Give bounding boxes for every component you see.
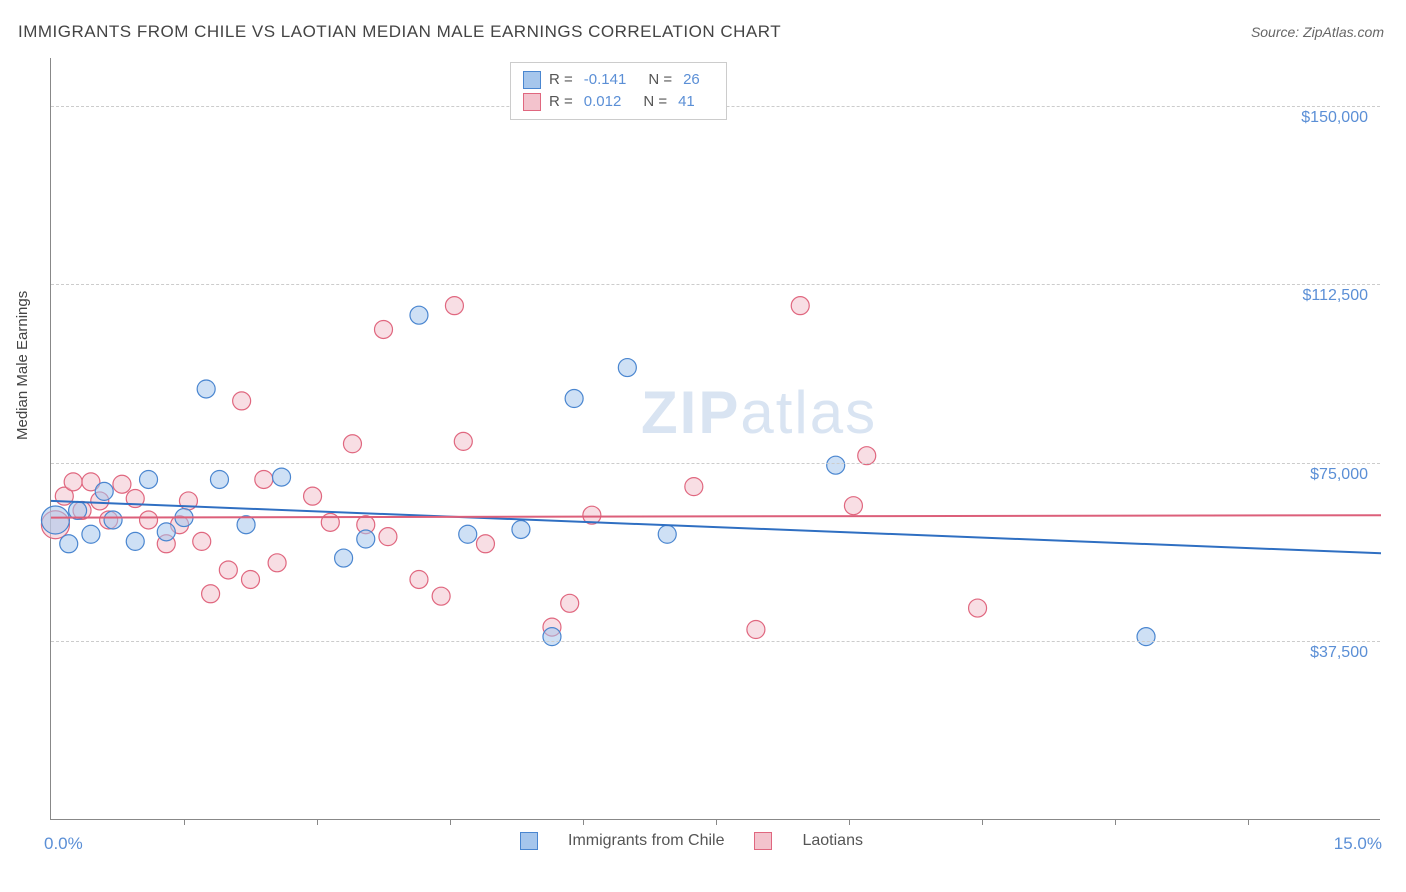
point-chile [140, 470, 158, 488]
point-chile [197, 380, 215, 398]
point-chile [237, 516, 255, 534]
point-laotians [219, 561, 237, 579]
x-axis-max-label: 15.0% [1334, 834, 1382, 854]
point-laotians [242, 570, 260, 588]
y-tick-label: $150,000 [1301, 109, 1368, 127]
x-tick [849, 819, 850, 825]
swatch-laotians-bottom [754, 832, 772, 850]
swatch-chile-bottom [520, 832, 538, 850]
point-laotians [432, 587, 450, 605]
r-value-chile: -0.141 [584, 69, 627, 91]
series-legend: Immigrants from Chile Laotians [520, 832, 863, 850]
chart-svg [51, 58, 1380, 819]
legend-row-laotians: R = 0.012 N = 41 [523, 91, 714, 113]
point-chile [60, 535, 78, 553]
point-chile [126, 532, 144, 550]
point-laotians [113, 475, 131, 493]
point-laotians [844, 497, 862, 515]
x-tick [317, 819, 318, 825]
y-axis-title: Median Male Earnings [14, 291, 31, 440]
point-laotians [268, 554, 286, 572]
point-chile [210, 470, 228, 488]
source-attribution: Source: ZipAtlas.com [1251, 24, 1384, 40]
point-laotians [233, 392, 251, 410]
point-laotians [454, 432, 472, 450]
series-label-chile: Immigrants from Chile [568, 832, 724, 850]
n-value-chile: 26 [683, 69, 700, 91]
point-chile [157, 523, 175, 541]
r-value-laotians: 0.012 [584, 91, 622, 113]
point-chile [543, 628, 561, 646]
point-chile [335, 549, 353, 567]
correlation-legend: R = -0.141 N = 26 R = 0.012 N = 41 [510, 62, 727, 120]
x-tick [1248, 819, 1249, 825]
x-tick [450, 819, 451, 825]
point-chile [95, 482, 113, 500]
x-tick [184, 819, 185, 825]
point-chile [512, 520, 530, 538]
point-laotians [791, 297, 809, 315]
point-laotians [445, 297, 463, 315]
gridline [51, 463, 1380, 464]
point-laotians [255, 470, 273, 488]
point-laotians [747, 621, 765, 639]
y-tick-label: $112,500 [1302, 287, 1368, 305]
point-chile [357, 530, 375, 548]
r-label: R = [549, 91, 573, 113]
point-laotians [410, 570, 428, 588]
point-laotians [304, 487, 322, 505]
gridline [51, 641, 1380, 642]
point-laotians [140, 511, 158, 529]
trendline-laotians [51, 515, 1381, 517]
point-chile [565, 390, 583, 408]
point-chile [618, 359, 636, 377]
swatch-laotians [523, 93, 541, 111]
point-laotians [685, 478, 703, 496]
n-value-laotians: 41 [678, 91, 695, 113]
point-laotians [476, 535, 494, 553]
legend-row-chile: R = -0.141 N = 26 [523, 69, 714, 91]
point-laotians [193, 532, 211, 550]
y-tick-label: $37,500 [1310, 644, 1368, 662]
chart-title: IMMIGRANTS FROM CHILE VS LAOTIAN MEDIAN … [18, 22, 781, 42]
swatch-chile [523, 71, 541, 89]
point-chile [658, 525, 676, 543]
point-chile [410, 306, 428, 324]
point-laotians [561, 594, 579, 612]
plot-area: ZIPatlas $37,500$75,000$112,500$150,000 [50, 58, 1380, 820]
n-label: N = [643, 91, 667, 113]
r-label: R = [549, 69, 573, 91]
gridline [51, 284, 1380, 285]
point-laotians [321, 513, 339, 531]
x-tick [1115, 819, 1116, 825]
point-chile [82, 525, 100, 543]
point-laotians [202, 585, 220, 603]
x-tick [982, 819, 983, 825]
point-chile [1137, 628, 1155, 646]
point-chile [827, 456, 845, 474]
point-laotians [343, 435, 361, 453]
point-laotians [969, 599, 987, 617]
x-tick [716, 819, 717, 825]
point-laotians [375, 320, 393, 338]
point-laotians [64, 473, 82, 491]
x-tick [583, 819, 584, 825]
point-chile [273, 468, 291, 486]
point-chile [104, 511, 122, 529]
x-axis-min-label: 0.0% [44, 834, 83, 854]
y-tick-label: $75,000 [1310, 466, 1368, 484]
point-laotians [379, 528, 397, 546]
series-label-laotians: Laotians [802, 832, 863, 850]
point-chile [459, 525, 477, 543]
point-chile [41, 506, 69, 534]
n-label: N = [648, 69, 672, 91]
